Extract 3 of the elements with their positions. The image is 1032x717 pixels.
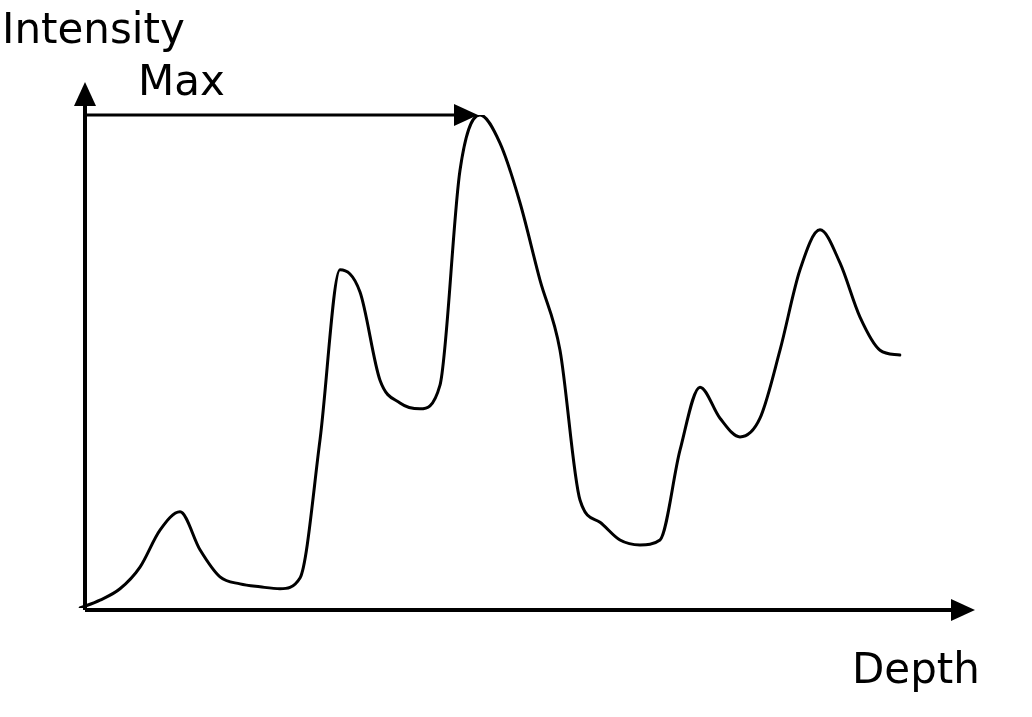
text: Max bbox=[138, 56, 225, 105]
y-axis-title: Intensity bbox=[2, 4, 185, 53]
x-axis-title: Depth bbox=[852, 644, 980, 693]
